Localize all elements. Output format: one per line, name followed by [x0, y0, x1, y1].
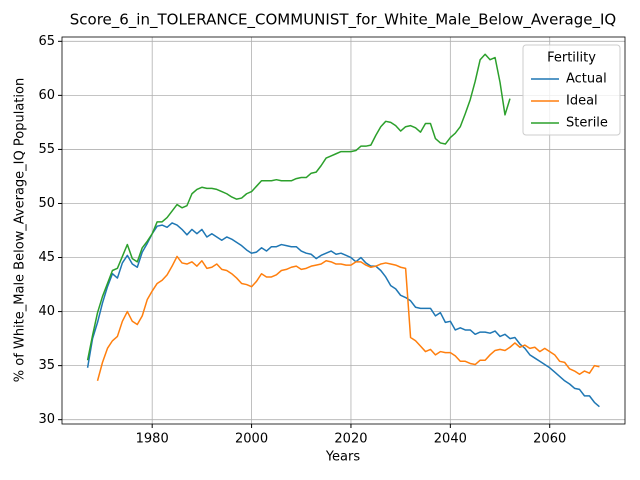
legend-title: Fertility [547, 51, 596, 66]
y-tick-label: 60 [38, 88, 55, 103]
y-axis-label: % of White_Male Below_Average_IQ Populat… [13, 78, 28, 382]
x-tick-label: 2000 [235, 432, 268, 447]
y-tick-label: 30 [38, 412, 55, 427]
y-tick-label: 40 [38, 304, 55, 319]
y-tick-label: 55 [38, 142, 55, 157]
x-tick-label: 2040 [434, 432, 467, 447]
x-tick-label: 2020 [334, 432, 367, 447]
plot-frame [61, 36, 626, 425]
legend-label: Sterile [566, 116, 608, 131]
line-series [86, 222, 600, 408]
legend: Fertility Actual Ideal Sterile [522, 44, 621, 136]
y-tick-label: 35 [38, 358, 55, 373]
line-series [86, 53, 511, 361]
y-tick-label: 65 [38, 34, 55, 49]
x-tick-label: 1980 [136, 432, 169, 447]
chart-title: Score_6_in_TOLERANCE_COMMUNIST_for_White… [70, 11, 616, 30]
y-tick-label: 45 [38, 250, 55, 265]
y-tick-label: 50 [38, 196, 55, 211]
legend-label: Actual [566, 72, 607, 87]
line-series [96, 255, 600, 381]
x-tick-label: 2060 [533, 432, 566, 447]
legend-box [522, 44, 621, 136]
legend-label: Ideal [566, 94, 598, 109]
x-axis-label: Years [325, 450, 361, 465]
